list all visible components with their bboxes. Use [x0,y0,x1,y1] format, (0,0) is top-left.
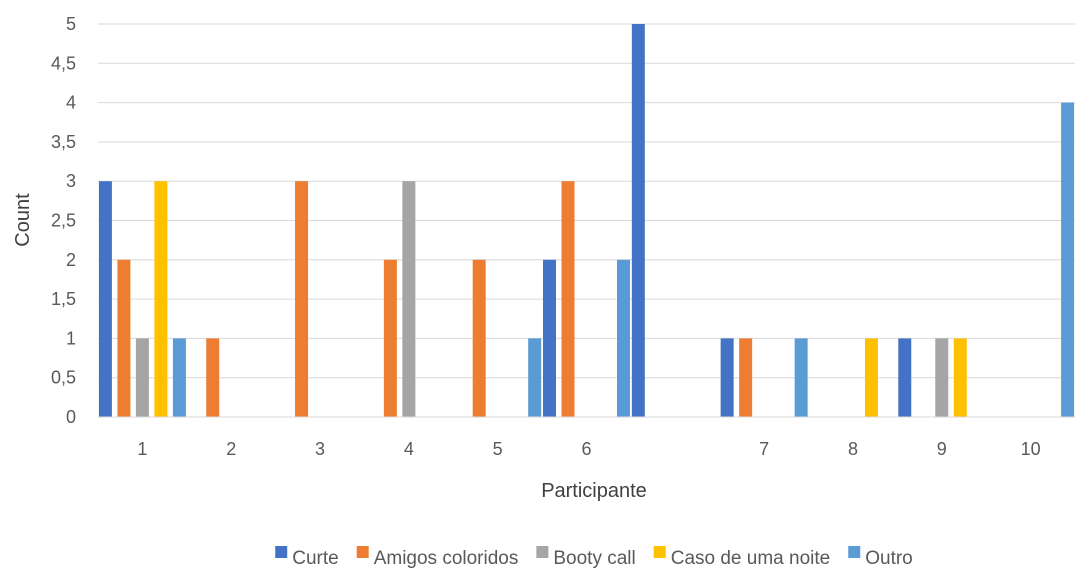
bar [617,259,630,417]
x-tick-label: 2 [226,439,236,459]
legend-label: Amigos coloridos [374,548,519,569]
legend-swatch [536,546,549,558]
y-tick-label: 5 [66,14,76,34]
bars [98,24,1075,417]
y-axis-ticks: 0 0,5 1 1,5 2 2,5 3 3,5 4 4,5 5 [51,14,76,427]
bar [472,259,486,417]
bar [864,338,878,417]
y-tick-label: 3 [66,171,76,191]
bar [720,338,734,417]
legend-swatch [275,546,288,558]
y-tick-label: 0 [66,407,76,427]
bar [543,259,556,417]
bar [898,338,912,417]
bar [135,338,149,417]
bar [935,338,949,417]
bar [117,259,131,417]
legend-label: Caso de uma noite [671,548,831,569]
x-tick-label: 6 [581,439,591,459]
legend-swatch [848,546,861,558]
x-tick-label: 5 [493,439,503,459]
bar [1061,102,1075,417]
x-axis-title: Participante [541,480,647,502]
y-tick-label: 4 [66,93,76,113]
legend-label: Booty call [553,548,635,569]
bar [295,181,309,417]
y-tick-label: 0,5 [51,368,76,388]
x-tick-label: 4 [404,439,414,459]
bar [561,181,575,417]
legend-label: Outro [865,548,913,569]
bar [98,181,112,417]
bar [154,181,168,417]
y-tick-label: 3,5 [51,132,76,152]
bar [953,338,967,417]
y-tick-label: 2,5 [51,211,76,231]
x-tick-label: 7 [759,439,769,459]
bar [631,24,645,417]
legend: Curte Amigos coloridos Booty call Caso de u… [275,546,913,569]
bar [739,338,753,417]
bar [172,338,186,417]
y-axis-title: Count [12,193,34,247]
x-tick-label: 8 [848,439,858,459]
gridlines [98,23,1075,379]
x-tick-label: 9 [937,439,947,459]
bar [402,181,416,417]
y-tick-label: 4,5 [51,53,76,73]
legend-swatch [356,546,369,558]
legend-swatch [653,546,666,558]
y-tick-label: 1,5 [51,289,76,309]
bar [528,338,542,417]
x-tick-label: 10 [1021,439,1041,459]
x-tick-label: 3 [315,439,325,459]
x-axis-ticks: 1 2 3 4 5 6 7 8 9 10 [137,439,1040,459]
y-tick-label: 2 [66,250,76,270]
x-tick-label: 1 [137,439,147,459]
bar [794,338,808,417]
bar [383,259,397,417]
legend-label: Curte [292,548,338,569]
y-tick-label: 1 [66,328,76,348]
bar [206,338,220,417]
